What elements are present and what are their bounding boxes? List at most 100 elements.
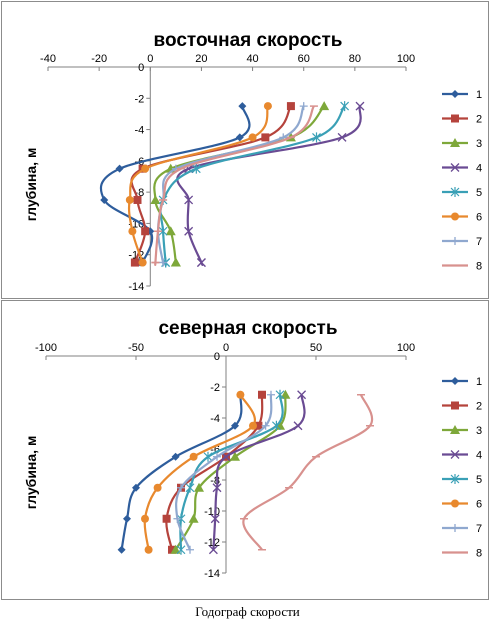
chart2-x-tick-label: -50 <box>128 342 144 354</box>
chart2-data-point <box>144 545 153 554</box>
chart1-legend-label: 7 <box>476 236 482 248</box>
chart2-data-point <box>171 452 180 461</box>
chart1-data-point <box>133 195 142 204</box>
chart2-series-4 <box>208 390 307 555</box>
chart1-legend-marker <box>450 138 460 147</box>
chart1-data-point <box>159 258 168 267</box>
chart1-data-point <box>165 226 176 236</box>
chart1-series-6 <box>125 102 272 267</box>
chart2-data-point <box>249 421 257 430</box>
east-velocity-panel: восточная скорость -40 -20 0 20 40 60 80 100 0 -2 -… <box>1 1 489 299</box>
chart1-data-point <box>150 194 161 204</box>
chart1-x-tick-label: 20 <box>195 53 207 65</box>
chart1-data-point <box>319 101 330 111</box>
chart2-legend-label: 8 <box>476 548 482 560</box>
chart1-legend-marker <box>450 163 460 172</box>
chart2-data-point <box>271 420 281 431</box>
chart1-legend-item-2: 2 <box>442 114 482 126</box>
chart1-legend-item-8: 8 <box>442 261 482 273</box>
chart2-y-tick-label: -2 <box>210 382 220 394</box>
chart1-data-point <box>184 195 194 205</box>
chart2-x-tick-label: 0 <box>223 342 229 354</box>
chart2-data-point <box>293 421 303 431</box>
chart1-legend-label: 6 <box>476 212 482 224</box>
chart1-series-line-5 <box>159 105 346 266</box>
chart1-legend-label: 5 <box>476 187 482 199</box>
chart2-legend-label: 3 <box>476 425 482 437</box>
chart2-data-point <box>261 421 270 430</box>
chart1-y-tick-label: -2 <box>135 93 145 105</box>
chart1-series-8 <box>151 105 318 266</box>
chart1-series-3 <box>150 101 330 267</box>
chart1-data-point <box>170 257 181 267</box>
chart1-legend-label: 4 <box>476 163 482 175</box>
chart1-data-point <box>141 227 150 236</box>
chart1-y-tick-label: -8 <box>135 187 145 199</box>
chart2-data-point <box>186 545 194 554</box>
chart2-y-tick-label: -8 <box>210 475 220 487</box>
chart1-x-tick-label: 100 <box>397 53 415 65</box>
chart2-y-tick-label: -14 <box>204 568 220 580</box>
chart2-data-point <box>153 483 162 492</box>
chart1-title: восточная скорость <box>154 30 343 51</box>
chart2-y-tick-label: -6 <box>210 444 220 456</box>
chart1-data-point <box>355 101 365 111</box>
chart1-data-point <box>286 102 295 111</box>
chart1-legend-item-1: 1 <box>442 89 482 101</box>
chart2-series-6 <box>141 390 257 554</box>
chart2-legend-label: 1 <box>476 376 482 388</box>
chart1-data-point <box>184 226 194 236</box>
chart2-data-point <box>231 421 239 430</box>
chart2-data-point <box>254 421 263 430</box>
chart2-legend-item-4: 4 <box>442 450 482 462</box>
chart2-data-point <box>258 390 266 399</box>
chart1-data-point <box>196 258 206 267</box>
chart1-data-point <box>100 195 109 204</box>
chart1-data-point <box>115 164 124 173</box>
chart2-legend-item-2: 2 <box>442 401 482 413</box>
chart1-x-tick-label: 80 <box>349 53 361 65</box>
chart2-legend-marker <box>451 499 459 508</box>
chart1-y-tick-label: -14 <box>128 281 144 293</box>
chart1-data-point <box>263 102 272 111</box>
chart1-data-point <box>130 258 139 267</box>
chart1-data-point <box>191 163 201 174</box>
chart2-data-point <box>123 514 131 523</box>
chart1-legend-item-6: 6 <box>442 212 482 224</box>
chart2-data-point <box>213 452 221 461</box>
chart2-x-tick-label: 100 <box>397 342 415 354</box>
chart1-data-point <box>299 102 308 111</box>
chart2-data-point <box>117 545 126 554</box>
chart2-legend-item-6: 6 <box>442 499 482 511</box>
chart1-x-tick-label: 40 <box>246 53 258 65</box>
chart1-x-tick-label: 60 <box>298 53 310 65</box>
chart2-series-3 <box>170 389 291 554</box>
chart2-data-point <box>141 514 149 523</box>
chart2-legend-label: 6 <box>476 499 482 511</box>
chart2-legend-marker <box>450 474 460 484</box>
chart2-legend-label: 2 <box>476 401 482 413</box>
chart1-data-point <box>138 258 147 267</box>
chart1-legend-marker <box>451 114 459 123</box>
chart2-data-point <box>162 514 171 523</box>
chart1-data-point <box>261 133 270 142</box>
chart2-series-1 <box>117 390 245 554</box>
north-velocity-panel: северная скорость -100 -50 0 50 100 0 -2 -4 -6 -8 -… <box>1 300 489 600</box>
chart2-series-line-4 <box>212 394 306 550</box>
chart1-data-point <box>141 164 150 173</box>
chart2-series-7 <box>173 390 275 554</box>
chart2-data-point <box>173 514 182 523</box>
chart1-legend-item-5: 5 <box>442 187 482 199</box>
chart2-legend-item-8: 8 <box>442 548 482 560</box>
chart1-series-5 <box>158 101 350 268</box>
chart1-series-line-4 <box>176 105 362 266</box>
chart2-series-line-8 <box>242 394 374 551</box>
chart2-data-point <box>221 452 231 462</box>
chart2-legend-marker <box>450 425 460 434</box>
chart1-series-1 <box>99 102 251 267</box>
chart2-x-tick-label: 50 <box>310 342 322 354</box>
chart2-legend-item-5: 5 <box>442 474 482 486</box>
chart2-data-point <box>132 483 140 492</box>
north-velocity-chart: северная скорость -100 -50 0 50 100 0 -2 -4 -6 -8 -… <box>23 318 482 580</box>
chart1-legend-label: 1 <box>476 89 482 101</box>
